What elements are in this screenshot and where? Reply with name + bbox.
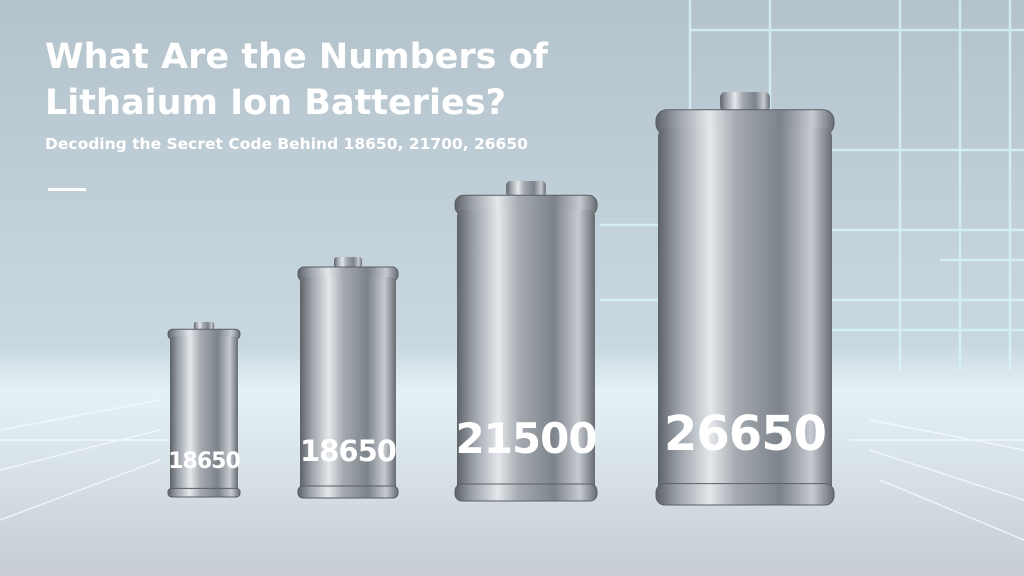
battery-base xyxy=(454,483,598,502)
battery-terminal xyxy=(506,181,546,197)
battery-terminal xyxy=(334,257,362,268)
floor-lines xyxy=(0,399,1024,541)
battery-terminal xyxy=(720,92,770,112)
battery-base xyxy=(297,485,399,499)
title-line: What Are the Numbers of xyxy=(45,37,549,77)
battery-base xyxy=(167,487,241,498)
subtitle: Decoding the Secret Code Behind 18650, 2… xyxy=(45,135,528,153)
batteries: 18650 18650 21500 26650 xyxy=(167,92,835,506)
battery-base xyxy=(655,483,835,506)
battery-label: 18650 xyxy=(168,449,240,474)
battery-body xyxy=(457,209,595,501)
battery-body xyxy=(658,127,832,505)
battery-terminal xyxy=(193,322,215,330)
battery-label: 26650 xyxy=(664,406,826,462)
battery-body xyxy=(170,336,238,497)
divider xyxy=(48,188,86,191)
battery-label: 18650 xyxy=(300,434,396,468)
title-line: Lithaium Ion Batteries? xyxy=(45,83,506,123)
battery-label: 21500 xyxy=(455,414,596,463)
battery-body xyxy=(300,277,396,498)
